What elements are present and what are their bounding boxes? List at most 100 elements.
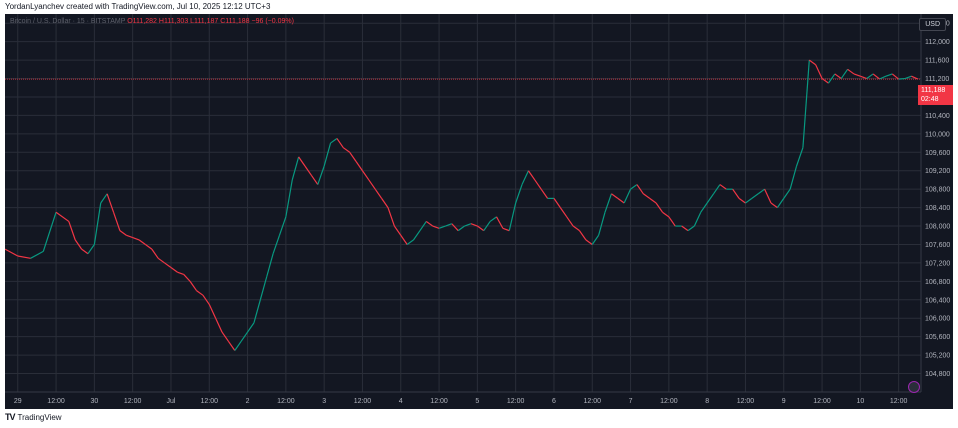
price-segment-down — [126, 234, 133, 239]
price-segment-down — [579, 230, 587, 241]
price-segment-up — [706, 193, 715, 204]
price-segment-down — [157, 257, 165, 264]
ohlc-values: O111,282 H111,303 L111,187 C111,188 −96 … — [127, 18, 294, 25]
price-segment-down — [808, 59, 817, 66]
x-tick-label: 8 — [705, 398, 709, 405]
price-segment-down — [495, 216, 504, 229]
y-tick-label: 104,800 — [925, 371, 950, 378]
price-segment-down — [5, 248, 19, 257]
price-segment-up — [240, 331, 249, 342]
price-segment-up — [700, 202, 708, 213]
price-segment-down — [834, 73, 842, 80]
price-segment-up — [278, 216, 287, 236]
y-tick-label: 109,200 — [925, 168, 950, 175]
price-segment-up — [885, 73, 893, 77]
price-segment-down — [336, 138, 344, 149]
price-segment-up — [87, 244, 95, 255]
price-segment-down — [112, 212, 121, 231]
price-segment-up — [866, 73, 874, 80]
price-segment-up — [291, 156, 300, 181]
x-tick-label: 6 — [552, 398, 556, 405]
price-segment-up — [317, 165, 325, 185]
x-tick-label: 12:00 — [660, 398, 678, 405]
price-segment-down — [770, 202, 778, 209]
price-segment-up — [445, 223, 453, 227]
price-segment-down — [164, 262, 172, 269]
price-segment-down — [387, 207, 395, 227]
price-segment-up — [266, 253, 274, 277]
y-tick-label: 109,600 — [925, 150, 950, 157]
price-segment-down — [451, 223, 459, 232]
price-segment-down — [425, 220, 434, 227]
price-segment-up — [285, 179, 293, 217]
y-tick-label: 110,400 — [925, 113, 950, 120]
price-segment-down — [815, 64, 823, 79]
y-tick-label: 105,600 — [925, 334, 950, 341]
x-tick-label: 9 — [782, 398, 786, 405]
price-segment-down — [559, 207, 568, 218]
price-segment-down — [911, 75, 919, 80]
price-segment-down — [534, 179, 542, 190]
y-tick-label: 106,000 — [925, 316, 950, 323]
price-segment-down — [502, 227, 510, 232]
tradingview-logo-icon: TV — [5, 412, 15, 422]
price-segment-up — [438, 225, 446, 229]
price-segment-up — [489, 216, 497, 222]
price-segment-down — [891, 73, 900, 80]
price-segment-down — [738, 197, 746, 204]
y-tick-label: 106,800 — [925, 279, 950, 286]
price-segment-down — [177, 271, 184, 276]
price-segment-down — [374, 188, 383, 199]
x-tick-label: 12:00 — [277, 398, 295, 405]
price-segment-up — [802, 60, 810, 148]
symbol-label: Bitcoin / U.S. Dollar · 15 · BITSTAMP — [10, 18, 126, 25]
y-tick-label: 111,600 — [925, 58, 949, 65]
price-segment-down — [81, 248, 89, 255]
price-segment-up — [100, 193, 108, 204]
price-segment-down — [106, 193, 115, 213]
price-segment-down — [151, 248, 159, 259]
price-segment-up — [598, 212, 606, 236]
price-segment-down — [636, 184, 644, 195]
price-segment-down — [17, 255, 31, 259]
price-segment-down — [847, 68, 855, 75]
price-segment-down — [183, 274, 191, 282]
price-segment-up — [93, 202, 102, 245]
price-segment-up — [259, 276, 268, 300]
price-segment-up — [757, 188, 765, 195]
price-segment-down — [189, 281, 197, 291]
price-segment-down — [611, 193, 619, 199]
price-segment-down — [170, 267, 178, 273]
price-segment-up — [898, 77, 906, 80]
x-tick-label: 30 — [90, 398, 98, 405]
price-segment-up — [483, 221, 491, 232]
price-segment-up — [630, 184, 638, 190]
tradingview-footer: TV TradingView — [5, 412, 62, 422]
x-tick-label: 2 — [246, 398, 250, 405]
price-segment-up — [687, 225, 695, 232]
price-segment-down — [662, 211, 670, 218]
x-tick-label: 12:00 — [737, 398, 755, 405]
price-segment-down — [668, 216, 676, 227]
price-segment-up — [419, 221, 427, 232]
price-segment-up — [330, 137, 338, 144]
price-segment-down — [368, 179, 376, 190]
price-segment-down — [393, 225, 402, 236]
price-segment-down — [681, 225, 689, 232]
y-tick-label: 107,200 — [925, 260, 950, 267]
alert-icon[interactable] — [908, 381, 920, 393]
price-segment-down — [55, 211, 70, 222]
x-tick-label: 12:00 — [890, 398, 908, 405]
brand-label: TradingView — [17, 412, 62, 422]
price-segment-down — [132, 237, 140, 241]
currency-button[interactable]: USD — [919, 18, 946, 31]
price-segment-up — [30, 250, 44, 259]
chart-frame[interactable]: 104,800 105,200 105,600 106,000 106,400 106,8… — [5, 14, 953, 409]
price-segment-down — [617, 197, 625, 204]
price-segment-down — [304, 165, 312, 176]
x-tick-label: Jul — [166, 398, 175, 405]
price-chart[interactable]: 104,800 105,200 105,600 106,000 106,400 106,8… — [5, 14, 953, 409]
price-segment-up — [42, 212, 57, 252]
price-segment-down — [719, 184, 727, 190]
price-segment-down — [342, 147, 351, 153]
